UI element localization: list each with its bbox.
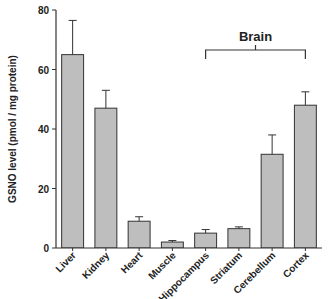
x-tick-label: Cortex <box>281 249 311 279</box>
error-line <box>105 90 106 108</box>
x-tick-label: Muscle <box>146 249 178 281</box>
error-cap <box>168 240 176 241</box>
y-tick-label: 60 <box>38 65 50 76</box>
error-bar <box>202 230 210 234</box>
y-tick <box>52 188 56 189</box>
x-tick-label: Kidney <box>80 249 112 281</box>
y-tick-label: 80 <box>38 5 50 16</box>
error-cap <box>268 134 276 135</box>
x-tick <box>105 248 106 251</box>
bracket-line <box>206 45 306 59</box>
x-tick-label: Liver <box>53 250 78 275</box>
error-line <box>272 135 273 154</box>
y-tick-label: 20 <box>38 184 50 195</box>
x-tick-label: Hippocampus <box>157 249 212 299</box>
bars <box>62 20 317 248</box>
y-tick <box>52 10 56 11</box>
error-cap <box>102 90 110 91</box>
y-tick <box>52 69 56 70</box>
error-line <box>205 230 206 234</box>
error-line <box>72 20 73 54</box>
error-cap <box>69 20 77 21</box>
error-bar <box>235 227 243 229</box>
x-tick-label: Cerebellum <box>231 250 277 296</box>
annotation: Brain <box>239 29 272 44</box>
y-tick <box>52 129 56 130</box>
y-tick-label: 0 <box>43 243 49 254</box>
x-tick <box>72 248 73 251</box>
error-cap <box>135 216 143 217</box>
bar <box>228 229 250 248</box>
error-line <box>139 217 140 221</box>
x-tick <box>272 248 273 251</box>
error-bar <box>102 90 110 108</box>
bracket <box>206 45 306 59</box>
x-axis <box>56 247 322 248</box>
bar <box>261 154 283 248</box>
error-cap <box>235 226 243 227</box>
error-cap <box>202 229 210 230</box>
error-bar <box>268 135 276 154</box>
x-tick <box>139 248 140 251</box>
bar <box>95 108 117 248</box>
bar <box>161 242 183 248</box>
error-cap <box>301 91 309 92</box>
bar <box>195 233 217 248</box>
error-bar <box>168 241 176 242</box>
y-tick-label: 40 <box>38 124 50 135</box>
y-tick <box>52 248 56 249</box>
x-tick <box>238 248 239 251</box>
x-tick-label: Heart <box>119 249 145 275</box>
error-bar <box>135 217 143 221</box>
error-bar <box>69 20 77 54</box>
x-tick <box>205 248 206 251</box>
bar <box>294 105 316 248</box>
bar <box>62 55 84 248</box>
error-bar <box>301 92 309 105</box>
x-tick <box>172 248 173 251</box>
error-line <box>305 92 306 105</box>
y-axis-label: GSNO level (pmol / mg protein) <box>7 55 18 203</box>
x-tick <box>305 248 306 251</box>
bar <box>128 221 150 248</box>
chart: 0 20 40 60 80 GSNO level (pmol / mg protein) L… <box>0 0 331 299</box>
